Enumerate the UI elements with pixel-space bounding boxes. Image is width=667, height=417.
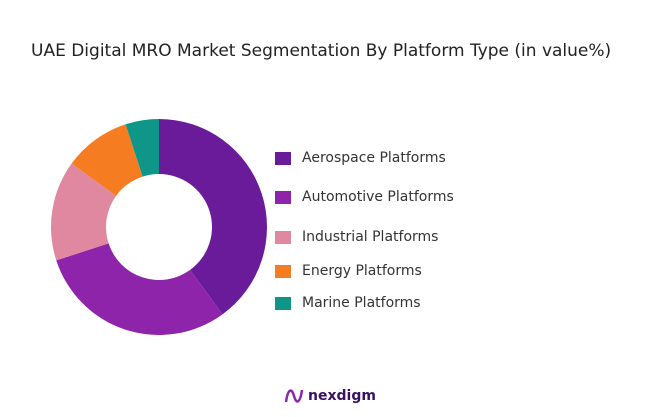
chart-title: UAE Digital MRO Market Segmentation By P… <box>31 41 612 61</box>
legend-item: Aerospace Platforms <box>275 150 446 166</box>
nexdigm-logo-icon <box>284 389 304 403</box>
legend-swatch <box>275 151 291 165</box>
legend-label: Automotive Platforms <box>302 189 454 205</box>
slice-automotive-platforms <box>56 243 223 336</box>
legend-swatch <box>275 264 291 278</box>
legend-label: Energy Platforms <box>302 263 422 279</box>
legend-label: Industrial Platforms <box>302 229 439 245</box>
legend-item: Marine Platforms <box>275 295 421 311</box>
slice-energy-platforms <box>71 124 143 196</box>
nexdigm-logo: nexdigm <box>284 386 376 406</box>
legend-swatch <box>275 190 291 204</box>
slice-industrial-platforms <box>51 163 117 261</box>
slice-marine-platforms <box>125 119 159 177</box>
brand-name: nexdigm <box>308 388 376 404</box>
legend-label: Aerospace Platforms <box>302 150 446 166</box>
legend-swatch <box>275 230 291 244</box>
legend-label: Marine Platforms <box>302 295 421 311</box>
slice-aerospace-platforms <box>159 119 268 315</box>
legend-item: Automotive Platforms <box>275 189 454 205</box>
legend-item: Energy Platforms <box>275 263 422 279</box>
legend-item: Industrial Platforms <box>275 229 438 245</box>
legend-swatch <box>275 296 291 310</box>
